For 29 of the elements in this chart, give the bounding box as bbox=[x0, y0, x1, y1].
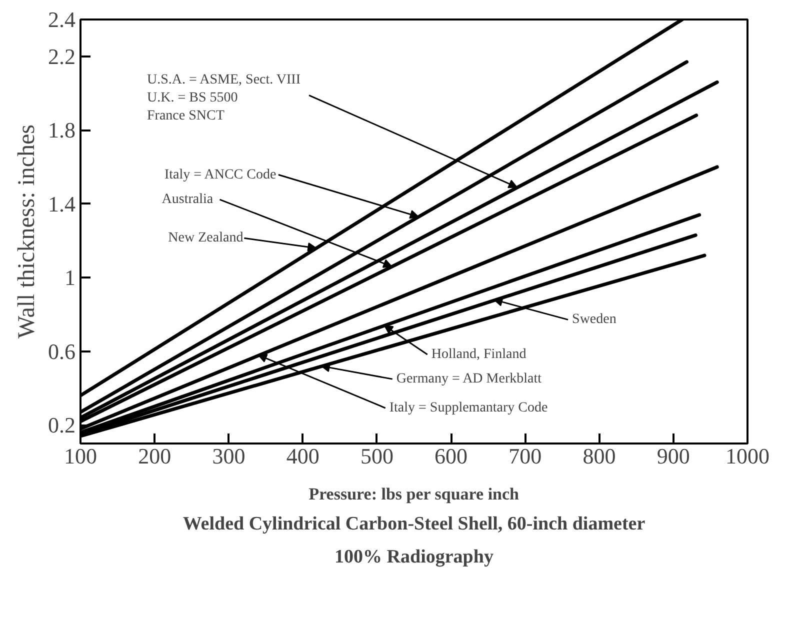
x-tick-label: 500 bbox=[360, 444, 394, 468]
annotation: Australia bbox=[162, 192, 214, 208]
x-tick-label: 900 bbox=[656, 444, 690, 468]
x-tick-label: 1000 bbox=[726, 444, 770, 468]
x-tick-label: 100 bbox=[64, 444, 97, 468]
x-tick-label: 700 bbox=[508, 444, 542, 468]
x-tick-label: 600 bbox=[434, 444, 468, 468]
y-tick-label: 0.6 bbox=[48, 338, 76, 364]
annotation: Holland, Finland bbox=[431, 347, 526, 362]
annotation: Italy = Supplemantary Code bbox=[389, 400, 548, 416]
y-tick-label: 0.2 bbox=[48, 412, 76, 438]
y-axis-title: Wall thickness: inches bbox=[14, 124, 40, 339]
x-tick-label: 200 bbox=[138, 444, 172, 468]
y-tick-label: 2.2 bbox=[48, 44, 76, 69]
annotation: U.S.A. = ASME, Sect. VIII U.K. = BS 5500 France SNCT bbox=[147, 72, 301, 124]
text: Welded Cylindrical Carbon-Steel Shell, 60-inch diameter bbox=[182, 514, 646, 534]
annotation: Sweden bbox=[572, 312, 616, 328]
annotation: Italy = ANCC Code bbox=[164, 167, 276, 182]
x-tick-label: 300 bbox=[212, 444, 246, 468]
y-tick-label: 2.4 bbox=[48, 7, 76, 32]
x-tick-label: 800 bbox=[582, 444, 616, 468]
x-axis-title: Pressure: lbs per square inch bbox=[308, 484, 520, 504]
y-tick-label: 1.8 bbox=[48, 118, 76, 143]
y-tick-label: 1 bbox=[64, 265, 76, 290]
y-tick-label: 1.4 bbox=[48, 191, 76, 216]
text: 100% Radiography bbox=[334, 546, 494, 568]
annotation: New Zealand bbox=[168, 230, 244, 246]
x-tick-label: 400 bbox=[286, 444, 320, 468]
annotation: Germany = AD Merkblatt bbox=[396, 372, 542, 387]
